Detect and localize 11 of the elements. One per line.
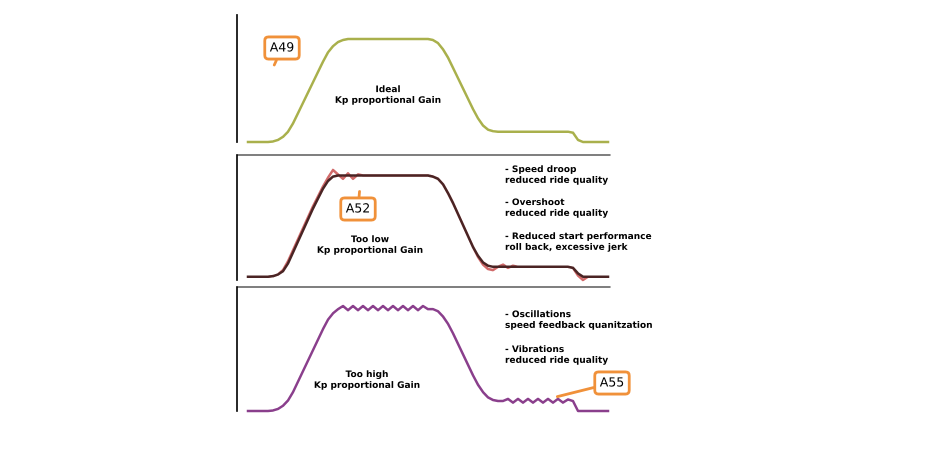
annotation: A52 (346, 203, 369, 213)
annotation: A49 (270, 42, 294, 52)
annotation: - Vibrations reduced ride quality (505, 345, 608, 365)
annotation: - Reduced start performance roll back, excessive jerk (505, 232, 652, 252)
annotation: - Oscillations speed feedback quanitzation (505, 310, 652, 330)
annotation: - Speed droop reduced ride quality (505, 165, 608, 185)
annotation: A55 (600, 377, 624, 387)
annotation: Ideal Kp proportional Gain (336, 85, 440, 105)
annotation: Too low Kp proportional Gain (318, 235, 422, 255)
annotation: - Overshoot reduced ride quality (505, 198, 608, 218)
annotation: Too high Kp proportional Gain (314, 370, 420, 390)
